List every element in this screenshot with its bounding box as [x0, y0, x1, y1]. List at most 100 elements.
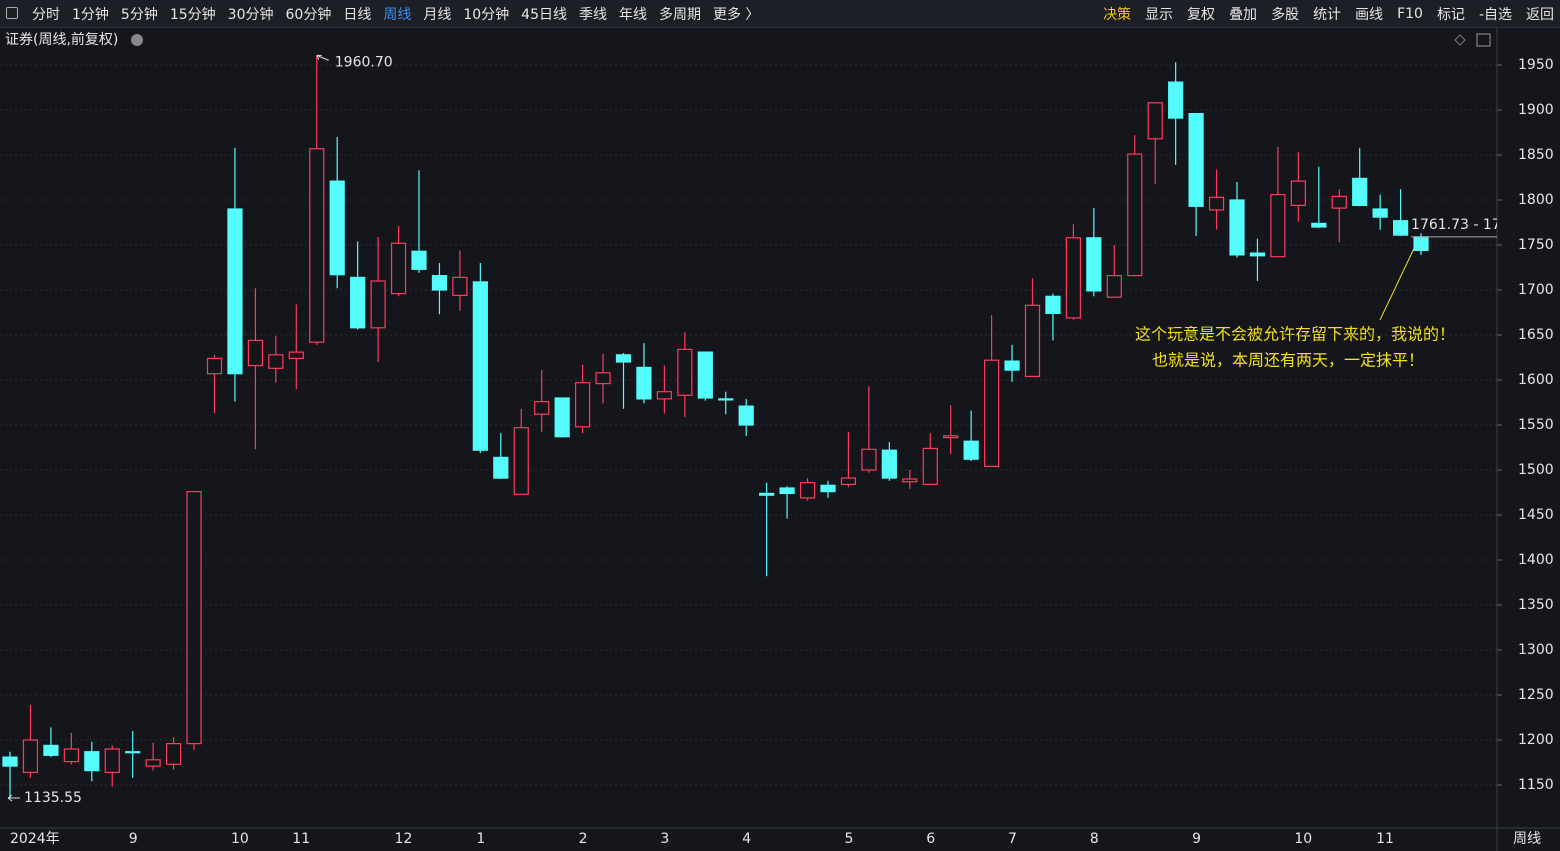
toolbar-item[interactable]: 决策 [1103, 6, 1132, 23]
x-tick-label: 12 [395, 831, 413, 847]
annotation-arrow [1379, 239, 1419, 321]
candle-body [145, 759, 161, 767]
y-tick-label: 1550 [1518, 417, 1554, 433]
toolbar-item[interactable]: 分时 [32, 6, 60, 23]
toolbar-item[interactable]: 返回 [1526, 6, 1554, 23]
candle-body [309, 148, 325, 343]
toolbar-item[interactable]: 日线 [343, 6, 372, 23]
toolbar-item[interactable]: 45日线 [521, 6, 567, 23]
toolbar-item[interactable]: 年线 [618, 6, 647, 23]
candle-body [329, 180, 345, 276]
toolbar-item[interactable]: 60分钟 [285, 6, 332, 23]
candle-body [1311, 222, 1327, 228]
candle-body [1331, 195, 1347, 209]
arrow [7, 794, 20, 802]
menu-icon[interactable] [6, 7, 18, 19]
candle-body [1106, 275, 1122, 298]
toolbar-item[interactable]: 多周期 [658, 6, 701, 23]
toolbar-item[interactable]: 1分钟 [72, 6, 109, 23]
x-tick-label: 7 [1008, 831, 1017, 847]
candle-body [1352, 177, 1368, 206]
candle-body [840, 477, 857, 486]
candle-body [1392, 220, 1409, 236]
toolbar-item[interactable]: 统计 [1313, 6, 1342, 23]
candle-body [922, 447, 938, 485]
toolbar-item[interactable]: 多股 [1271, 6, 1300, 23]
toolbar-item[interactable]: 标记 [1436, 6, 1465, 23]
candle-body [43, 744, 59, 756]
arrow [316, 54, 329, 61]
y-tick-label: 1650 [1518, 327, 1554, 343]
chart: 证券(周线,前复权) 周线 这个玩意是不会被允许存留下来的，我说的！ 也就是说，… [0, 28, 1560, 851]
candle-body [636, 366, 652, 400]
low-label: 1135.55 [24, 790, 82, 806]
candle-body [268, 354, 284, 369]
candle-body [472, 281, 488, 451]
toolbar-item[interactable]: F10 [1397, 5, 1423, 22]
x-tick-label: 3 [660, 831, 669, 847]
x-tick-label: 6 [926, 831, 935, 847]
candle-body [759, 492, 775, 496]
y-tick-label: 1200 [1518, 732, 1554, 748]
annotation: 这个玩意是不会被允许存留下来的，我说的！ [1135, 325, 1455, 344]
candle-body [1127, 153, 1143, 277]
candle-body [799, 482, 816, 499]
toolbar-item[interactable]: 月线 [423, 6, 452, 23]
x-tick-label: 10 [231, 831, 249, 847]
candle-body [411, 250, 427, 270]
candle-body [247, 339, 263, 367]
candle-body [206, 357, 223, 375]
candle-body [615, 354, 632, 363]
toolbar-item[interactable]: 周线 [383, 6, 412, 23]
y-tick-label: 1950 [1518, 57, 1554, 73]
toolbar-item[interactable]: 季线 [578, 6, 607, 23]
candle-body [902, 478, 918, 483]
candle-body [554, 397, 570, 438]
toolbar-item[interactable]: 复权 [1187, 6, 1216, 23]
toolbar-item[interactable]: 更多 〉 [712, 6, 760, 23]
toolbar-item[interactable]: 画线 [1355, 6, 1384, 23]
x-tick-label: 5 [844, 831, 853, 847]
candle-body [104, 748, 120, 773]
dropdown-icon[interactable] [131, 34, 143, 46]
toolbar-item[interactable]: 5分钟 [120, 6, 158, 23]
toolbar-item[interactable]: 10分钟 [463, 6, 510, 23]
candle-body [431, 275, 448, 291]
toolbar-item[interactable]: 显示 [1145, 6, 1174, 23]
x-tick-label: 9 [1192, 831, 1201, 847]
candle-body [370, 280, 386, 329]
toolbar-item[interactable]: 15分钟 [169, 6, 216, 23]
candle-body [493, 456, 509, 479]
icon[interactable] [1476, 33, 1491, 47]
candle-body [1188, 112, 1204, 207]
y-tick-label: 1500 [1518, 462, 1554, 478]
toolbar-item[interactable]: 30分钟 [227, 6, 274, 23]
candle-body [677, 348, 693, 396]
icon[interactable] [1454, 34, 1466, 46]
candle-body [574, 382, 591, 428]
candle-body [513, 427, 529, 495]
y-tick-label: 1250 [1518, 687, 1554, 703]
candle-body [227, 208, 243, 375]
toolbar-item[interactable]: -自选 [1478, 6, 1512, 23]
candle-body [22, 739, 39, 774]
x-tick-label: 4 [742, 831, 751, 847]
candle-body [1168, 81, 1184, 119]
candle-body [881, 449, 897, 479]
candle-body [1004, 360, 1020, 371]
toolbar-item[interactable]: 叠加 [1229, 6, 1258, 23]
candle-body [656, 391, 673, 400]
period-tabs: 分时 1分钟 5分钟 15分钟 30分钟 60分钟 日线 周线 月线 10分钟 45日线 季线 年线 多周… [32, 4, 759, 24]
candle-body [1413, 236, 1429, 251]
candle-body [350, 276, 366, 329]
y-tick-label: 1150 [1518, 777, 1554, 793]
candle-body [2, 756, 18, 767]
y-tick-label: 1750 [1518, 237, 1554, 253]
candle-body [779, 487, 795, 495]
candle-body [943, 435, 959, 439]
x-tick-label: 8 [1090, 831, 1099, 847]
price-label: 1761.73 - 17 [1411, 217, 1501, 233]
x-tick-label: 9 [129, 831, 138, 847]
candle-body [963, 440, 979, 460]
